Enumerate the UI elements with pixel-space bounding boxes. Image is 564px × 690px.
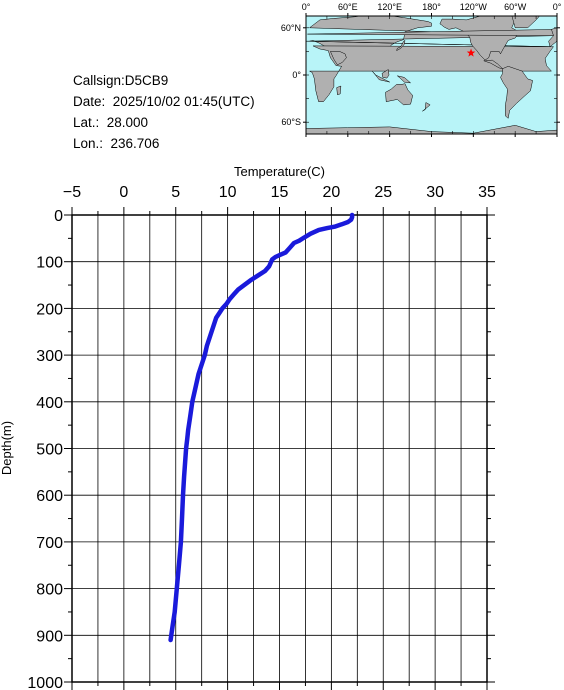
map-lat-label: 0° bbox=[292, 70, 301, 80]
y-tick-label: 300 bbox=[36, 348, 63, 365]
x-axis-title: Temperature(C) bbox=[234, 164, 325, 179]
star-icon bbox=[466, 48, 476, 57]
map-landmass bbox=[385, 83, 413, 106]
map-landmass bbox=[511, 16, 540, 29]
map-landmass bbox=[500, 66, 533, 119]
x-tick-label: 20 bbox=[322, 184, 340, 201]
lat-text: Lat.: 28.000 bbox=[73, 115, 149, 130]
x-tick-label: 25 bbox=[374, 184, 392, 201]
station-info: Callsign:D5CB9 Date: 2025/10/02 01:45(UT… bbox=[73, 70, 255, 154]
map-lon-label: 120°E bbox=[377, 2, 402, 12]
x-tick-label: 30 bbox=[426, 184, 444, 201]
y-tick-label: 1000 bbox=[27, 675, 63, 690]
y-tick-label: 700 bbox=[36, 535, 63, 552]
y-tick-label: 0 bbox=[54, 208, 63, 225]
map-landmass bbox=[422, 102, 431, 112]
map-landmass bbox=[336, 85, 342, 96]
y-tick-label: 900 bbox=[36, 628, 63, 645]
y-tick-label: 800 bbox=[36, 582, 63, 599]
map-lon-label: 180° bbox=[422, 2, 441, 12]
y-tick-label: 600 bbox=[36, 488, 63, 505]
map-lon-label: 60°E bbox=[338, 2, 358, 12]
x-tick-label: −5 bbox=[63, 184, 81, 201]
x-tick-label: 35 bbox=[478, 184, 496, 201]
map-lat-label: 60°S bbox=[281, 117, 301, 127]
map-landmass bbox=[330, 51, 347, 66]
y-tick-label: 100 bbox=[36, 255, 63, 272]
temperature-profile-line bbox=[168, 212, 355, 643]
y-tick-label: 500 bbox=[36, 442, 63, 459]
map-landmass bbox=[396, 39, 406, 52]
map-landmass bbox=[309, 45, 554, 102]
map-lat-label: 60°N bbox=[281, 23, 301, 33]
y-tick-label: 200 bbox=[36, 301, 63, 318]
x-tick-label: 0 bbox=[119, 184, 128, 201]
map-lon-label: 120°W bbox=[460, 2, 488, 12]
map-lon-label: 0° bbox=[553, 2, 562, 12]
map-landmass bbox=[372, 70, 390, 83]
map-lon-label: 60°W bbox=[504, 2, 527, 12]
x-tick-label: 15 bbox=[271, 184, 289, 201]
map-landmass bbox=[381, 69, 390, 79]
x-tick-label: 5 bbox=[171, 184, 180, 201]
map-landmass bbox=[548, 27, 557, 48]
callsign-text: Callsign:D5CB9 bbox=[73, 73, 169, 88]
lon-text: Lon.: 236.706 bbox=[73, 136, 160, 151]
date-text: Date: 2025/10/02 01:45(UTC) bbox=[73, 94, 255, 109]
map-lon-label: 0° bbox=[302, 2, 311, 12]
map-landmass bbox=[397, 75, 412, 84]
x-tick-label: 10 bbox=[219, 184, 237, 201]
y-tick-label: 400 bbox=[36, 395, 63, 412]
y-axis-title: Depth(m) bbox=[0, 421, 14, 475]
